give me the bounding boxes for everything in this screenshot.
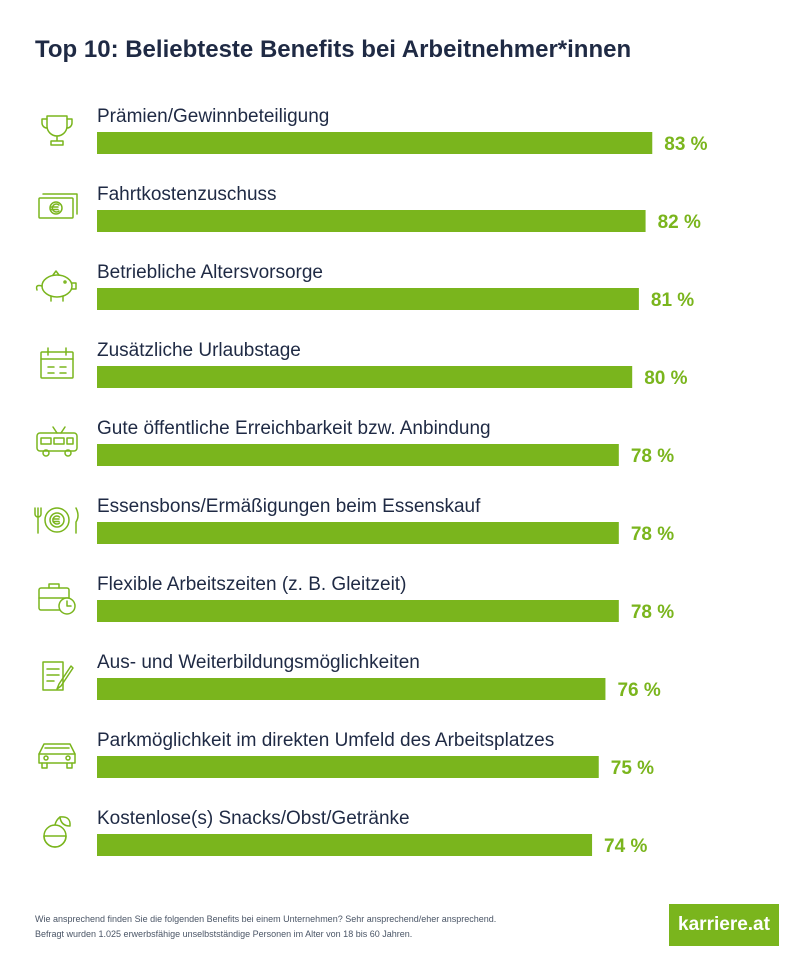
calendar-icon — [40, 347, 74, 379]
trophy-icon — [41, 115, 73, 146]
value-label: 82 % — [658, 212, 701, 233]
value-label: 80 % — [644, 368, 687, 389]
bar — [97, 522, 619, 544]
category-label: Kostenlose(s) Snacks/Obst/Getränke — [97, 808, 410, 829]
value-label: 83 % — [664, 134, 707, 155]
category-label: Essensbons/Ermäßigungen beim Essenskauf — [97, 496, 481, 517]
category-label: Gute öffentliche Erreichbarkeit bzw. Anb… — [97, 418, 491, 439]
bar — [97, 366, 633, 388]
value-label: 76 % — [617, 680, 660, 701]
category-label: Aus- und Weiterbildungsmöglichkeiten — [97, 652, 420, 673]
footnote-question: Wie ansprechend finden Sie die folgenden… — [35, 914, 497, 924]
category-label: Zusätzliche Urlaubstage — [97, 340, 301, 361]
value-label: 74 % — [604, 836, 647, 857]
value-label: 75 % — [611, 758, 654, 779]
brand-logo: karriere.at — [669, 904, 779, 946]
banknote-euro-icon — [38, 193, 78, 219]
plate-euro-icon — [34, 507, 79, 534]
category-label: Fahrtkostenzuschuss — [97, 184, 277, 205]
bar — [97, 756, 599, 778]
category-label: Parkmöglichkeit im direkten Umfeld des A… — [97, 730, 554, 751]
chart-title: Top 10: Beliebteste Benefits bei Arbeitn… — [35, 36, 632, 63]
category-label: Betriebliche Altersvorsorge — [97, 262, 323, 283]
piggy-bank-icon — [35, 270, 77, 302]
bar — [97, 834, 593, 856]
fruit-icon — [43, 816, 71, 848]
bar — [97, 288, 639, 310]
value-label: 78 % — [631, 446, 674, 467]
category-label: Prämien/Gewinnbeteiligung — [97, 106, 329, 127]
footnote-sample: Befragt wurden 1.025 erwerbsfähige unsel… — [35, 929, 413, 939]
bar — [97, 444, 619, 466]
bus-icon — [36, 426, 78, 457]
category-label: Flexible Arbeitszeiten (z. B. Gleitzeit) — [97, 574, 406, 595]
value-label: 78 % — [631, 602, 674, 623]
bar — [97, 210, 646, 232]
car-icon — [38, 743, 76, 769]
bar — [97, 600, 619, 622]
briefcase-clock-icon — [38, 583, 76, 615]
bar — [97, 678, 606, 700]
bar — [97, 132, 653, 154]
document-pen-icon — [42, 661, 74, 691]
value-label: 78 % — [631, 524, 674, 545]
value-label: 81 % — [651, 290, 694, 311]
